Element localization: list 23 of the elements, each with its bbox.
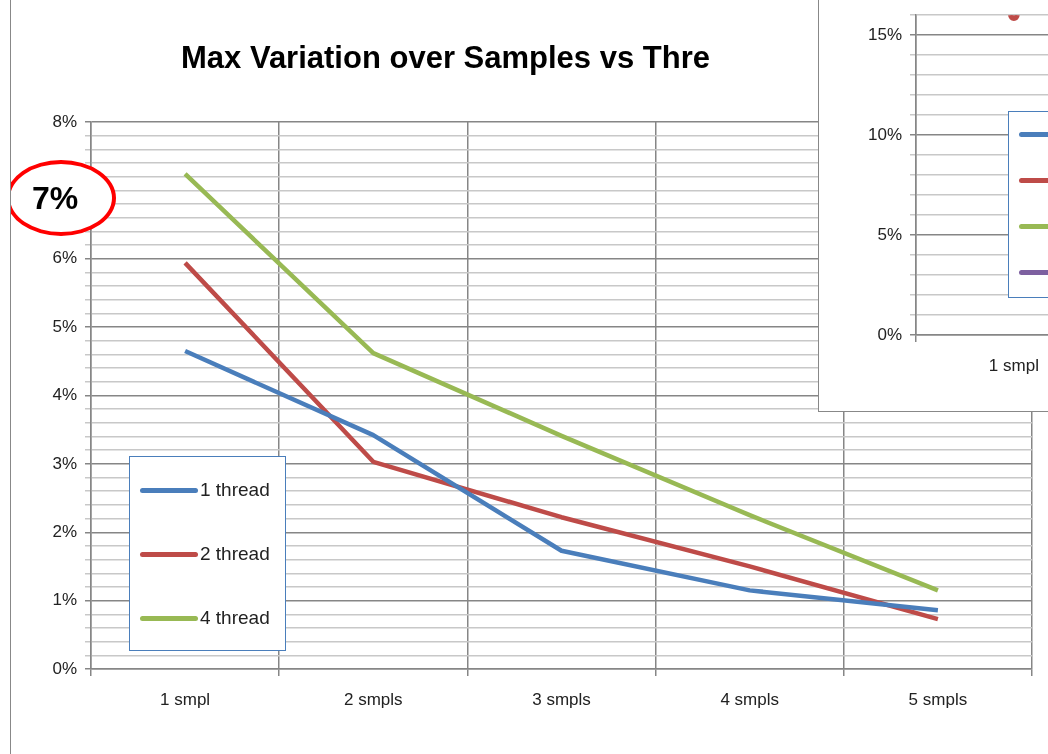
y-tick-label: 15% <box>867 24 902 44</box>
x-tick-label: 4 smpls <box>720 689 779 709</box>
y-tick-label: 3% <box>52 453 77 473</box>
x-tick-label: 3 smpls <box>532 689 591 709</box>
x-tick-label: 5 smpls <box>908 689 968 709</box>
y-tick-label: 5% <box>52 316 77 336</box>
text: 7% <box>31 179 79 217</box>
x-tick-label: 2 smpls <box>344 689 403 709</box>
y-tick-label: 4% <box>52 385 77 405</box>
y-tick-label: 5% <box>877 224 902 244</box>
y-tick-label: 0% <box>52 658 77 678</box>
x-tick-label: 1 smpl <box>988 355 1039 375</box>
chart-title: Max Variation over Samples vs Thre <box>181 40 710 76</box>
y-tick-label: 2% <box>52 521 77 541</box>
legend-label: 2 thread <box>200 543 270 565</box>
x-tick-label: 1 smpl <box>160 689 211 709</box>
y-tick-label: 10% <box>867 124 902 144</box>
y-tick-label: 6% <box>52 248 77 268</box>
y-tick-label: 0% <box>877 324 902 344</box>
y-tick-label: 1% <box>52 590 77 610</box>
y-tick-label: 8% <box>52 111 77 131</box>
legend-label: 1 thread <box>200 479 270 501</box>
legend-label: 4 thread <box>200 607 270 629</box>
